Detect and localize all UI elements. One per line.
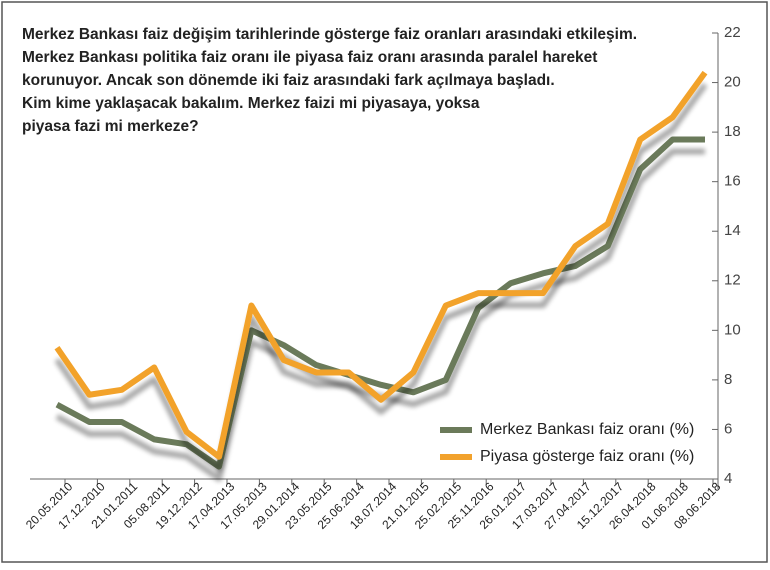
y-tick-label: 18 (724, 123, 741, 140)
title-line: piyasa fazi mi merkeze? (22, 118, 199, 135)
y-tick-label: 8 (724, 371, 732, 388)
series-line (54, 70, 708, 460)
y-tick-label: 10 (724, 321, 741, 338)
legend-label: Merkez Bankası faiz oranı (%) (480, 421, 694, 438)
y-tick-label: 6 (724, 420, 732, 437)
y-tick-label: 20 (724, 74, 741, 91)
y-tick-label: 16 (724, 173, 741, 190)
legend-label: Piyasa gösterge faiz oranı (%) (480, 448, 694, 465)
title-line: korunuyor. Ancak son dönemde iki faiz ar… (22, 72, 555, 89)
title-line: Merkez Bankası faiz değişim tarihlerinde… (22, 26, 637, 43)
y-tick-label: 14 (724, 222, 741, 239)
y-tick-label: 22 (724, 24, 741, 41)
y-tick-label: 12 (724, 272, 741, 289)
title-line: Kim kime yaklaşacak bakalım. Merkez faiz… (22, 95, 480, 112)
title-line: Merkez Bankası politika faiz oranı ile p… (22, 49, 597, 66)
y-tick-label: 4 (724, 470, 732, 487)
series-line (55, 136, 705, 470)
